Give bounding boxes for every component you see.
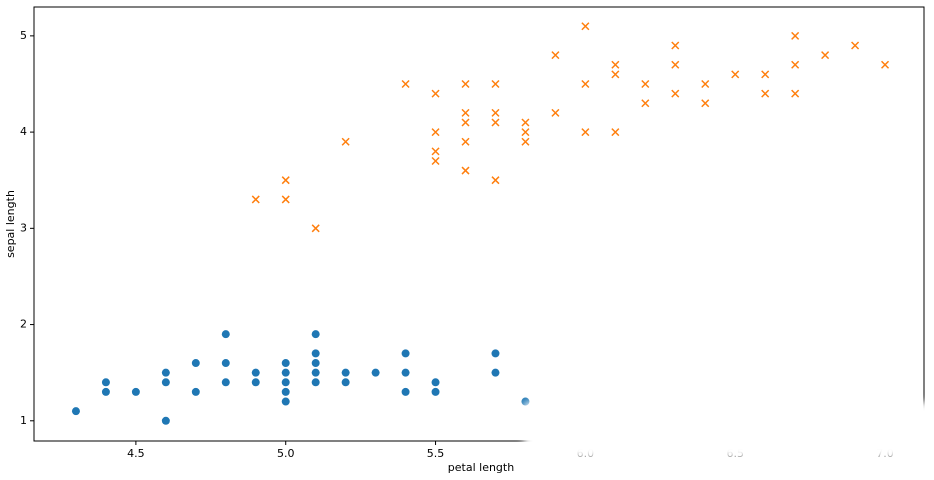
- x-tick-label: 5.0: [277, 447, 295, 460]
- point: [671, 60, 680, 69]
- point: [431, 156, 440, 165]
- point: [311, 330, 320, 339]
- point: [161, 416, 170, 425]
- point: [791, 60, 800, 69]
- point: [671, 41, 680, 50]
- point: [161, 368, 170, 377]
- point: [401, 368, 410, 377]
- point: [371, 368, 380, 377]
- point: [821, 51, 830, 60]
- point: [791, 89, 800, 98]
- point: [461, 166, 470, 175]
- point: [551, 51, 560, 60]
- point: [131, 387, 140, 396]
- point: [341, 378, 350, 387]
- point: [521, 128, 530, 137]
- point: [491, 349, 500, 358]
- point: [881, 60, 890, 69]
- point: [311, 368, 320, 377]
- blur-overlay: [524, 402, 934, 458]
- point: [491, 118, 500, 127]
- point: [101, 387, 110, 396]
- point: [191, 387, 200, 396]
- point: [581, 22, 590, 31]
- point: [641, 99, 650, 108]
- point: [431, 378, 440, 387]
- y-tick-label: 5: [20, 29, 27, 42]
- point: [341, 368, 350, 377]
- plot-frame: [33, 6, 925, 442]
- point: [461, 118, 470, 127]
- point: [791, 31, 800, 40]
- point: [281, 368, 290, 377]
- point: [191, 359, 200, 368]
- point: [461, 108, 470, 117]
- point: [491, 368, 500, 377]
- point: [401, 349, 410, 358]
- point: [281, 359, 290, 368]
- point: [281, 387, 290, 396]
- point: [221, 359, 230, 368]
- y-axis-label: sepal length: [4, 190, 17, 258]
- point: [311, 359, 320, 368]
- point: [551, 108, 560, 117]
- point: [281, 397, 290, 406]
- y-tick-label: 2: [20, 318, 27, 331]
- point: [161, 378, 170, 387]
- point: [611, 60, 620, 69]
- point: [761, 89, 770, 98]
- point: [611, 70, 620, 79]
- point: [461, 79, 470, 89]
- point: [761, 70, 770, 79]
- point: [281, 195, 290, 204]
- y-tick-label: 3: [20, 221, 27, 234]
- x-tick-label: 5.5: [427, 447, 445, 460]
- point: [401, 387, 410, 396]
- point: [701, 99, 710, 108]
- point: [431, 128, 440, 137]
- point: [281, 378, 290, 387]
- point: [221, 378, 230, 387]
- point: [671, 89, 680, 98]
- point: [311, 224, 320, 233]
- point: [641, 79, 650, 89]
- point: [281, 176, 290, 185]
- point: [521, 118, 530, 127]
- point: [581, 79, 590, 89]
- point: [251, 378, 260, 387]
- x-tick-label: 4.5: [127, 447, 145, 460]
- point: [401, 79, 410, 89]
- point: [491, 79, 500, 89]
- point: [431, 387, 440, 396]
- point: [311, 378, 320, 387]
- point: [311, 349, 320, 358]
- point: [251, 195, 260, 204]
- point: [491, 176, 500, 185]
- point: [431, 147, 440, 156]
- point: [341, 137, 350, 146]
- point: [611, 128, 620, 137]
- point: [101, 378, 110, 387]
- point: [431, 89, 440, 98]
- point: [731, 70, 740, 79]
- point: [581, 128, 590, 137]
- point: [851, 41, 860, 50]
- point: [251, 368, 260, 377]
- y-tick-label: 4: [20, 125, 27, 138]
- point: [701, 79, 710, 89]
- point: [461, 137, 470, 146]
- point: [221, 330, 230, 339]
- point: [491, 108, 500, 117]
- y-tick-label: 1: [20, 414, 27, 427]
- x-axis-label: petal length: [448, 461, 514, 474]
- point: [521, 137, 530, 146]
- point: [71, 407, 80, 416]
